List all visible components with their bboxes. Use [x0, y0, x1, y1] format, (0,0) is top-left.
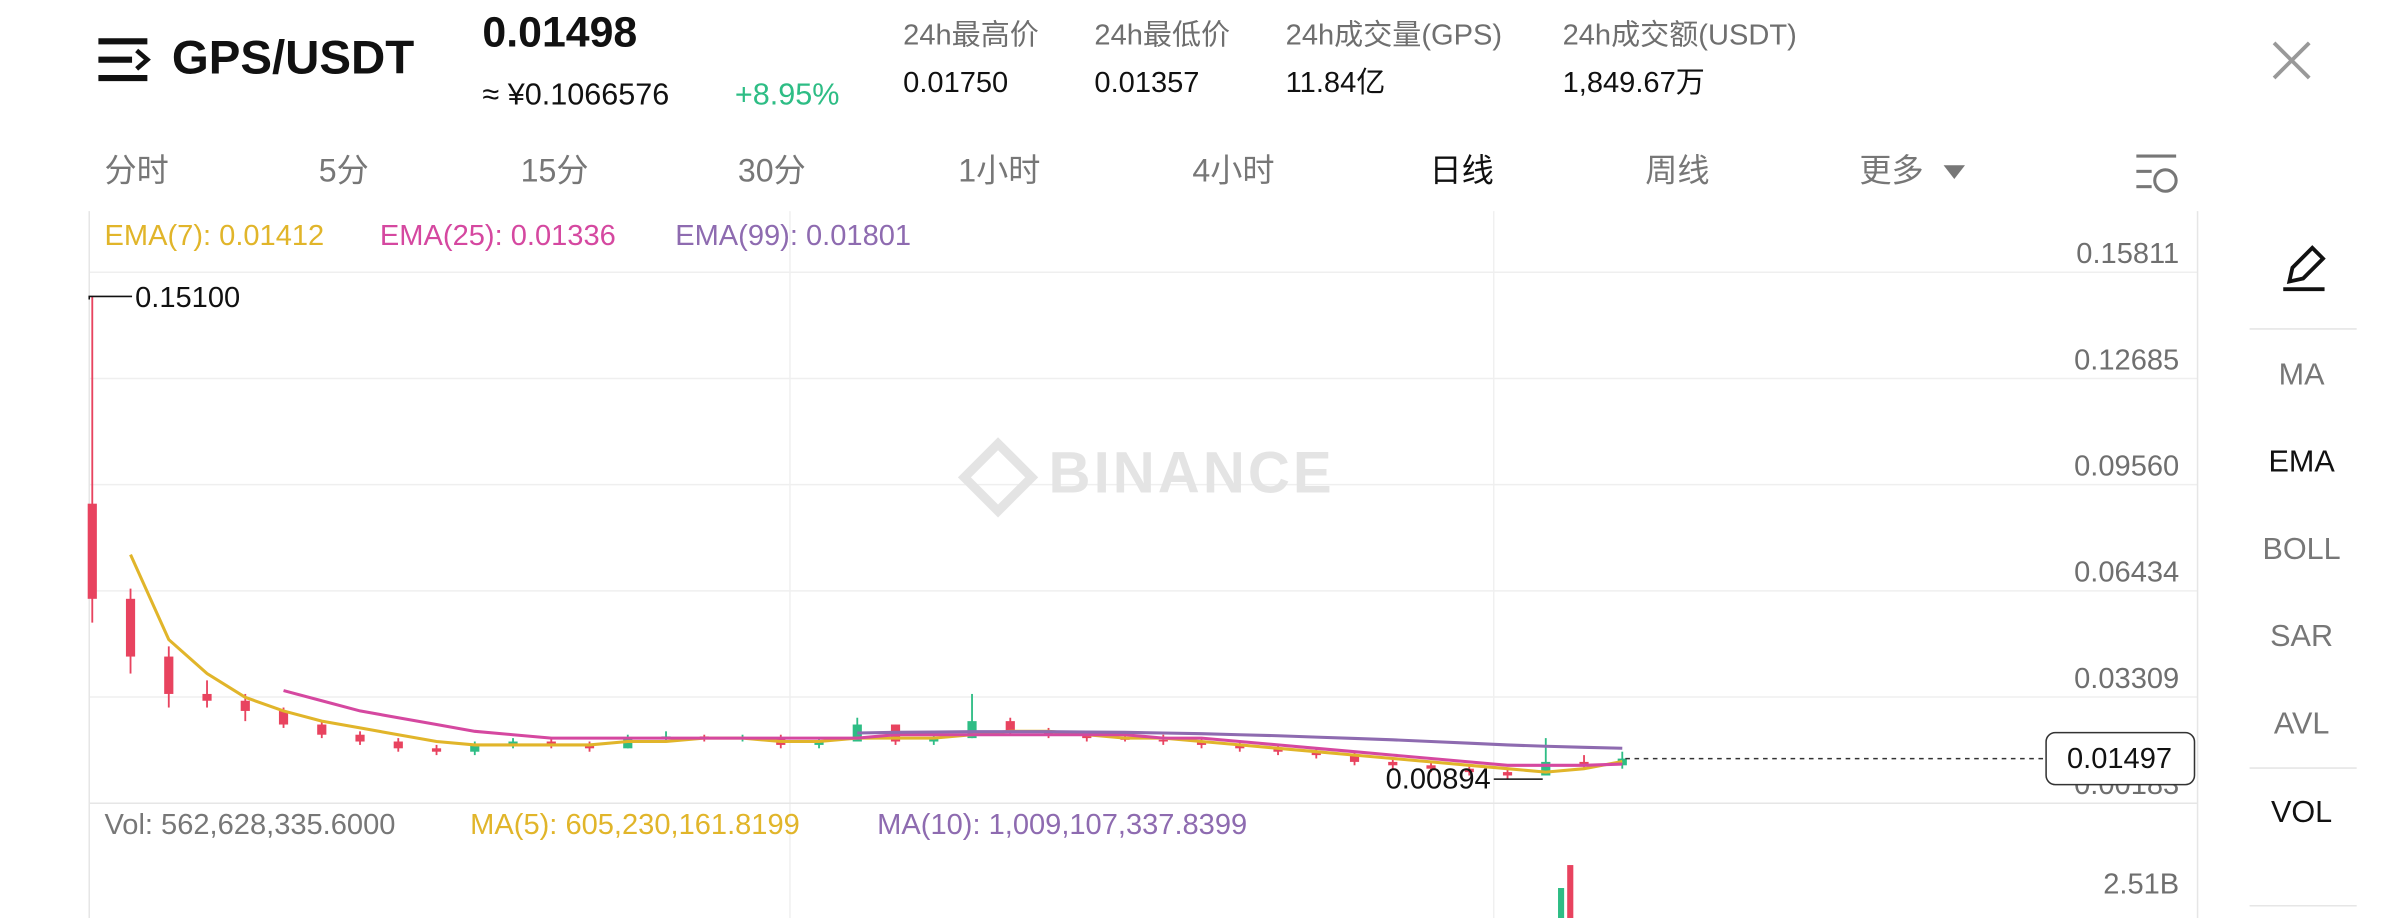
more-arrow [1943, 165, 1965, 180]
stat-value: 0.01357 [1094, 67, 1199, 99]
menu-icon[interactable] [98, 38, 151, 82]
candle-body [1502, 772, 1513, 776]
candle-body [240, 700, 250, 711]
interval-tab[interactable]: 周线 [1645, 152, 1709, 188]
change: +8.95% [735, 77, 840, 111]
candle-body [1158, 739, 1168, 742]
close-line [2272, 41, 2311, 80]
stat-value: 1,849.67万 [1563, 67, 1705, 99]
candle-body [87, 503, 97, 599]
pencil [2286, 245, 2326, 285]
y-tick-label: 0.09560 [2074, 450, 2179, 482]
stat-label: 24h成交额(USDT) [1563, 18, 1797, 51]
interval-tab[interactable]: 分时 [105, 152, 169, 188]
candle-body [1311, 751, 1321, 756]
candle-body [1579, 761, 1589, 766]
candle-body [1541, 761, 1551, 776]
y-tick-label: 0.06434 [2074, 557, 2179, 589]
candle-body [814, 741, 824, 745]
candle-body [202, 693, 212, 701]
cny-price: ≈ ¥0.1066576 [482, 77, 669, 111]
interval-tab[interactable]: 5分 [319, 152, 369, 188]
settings-icon[interactable] [2136, 154, 2178, 193]
ema-line [283, 689, 1623, 767]
candle-body [1082, 734, 1092, 739]
vol-tick-label: 2.51B [2103, 868, 2179, 900]
candle-body [470, 744, 480, 752]
interval-tab[interactable]: 4小时 [1192, 152, 1274, 188]
candle-body [317, 724, 327, 735]
volume-bar [1567, 865, 1574, 918]
indicator-tab[interactable]: AVL [2274, 706, 2330, 740]
candle-body [164, 656, 174, 694]
ema-line [857, 730, 1623, 750]
candle-body [1196, 741, 1207, 745]
icon-gear [2153, 168, 2178, 193]
current-price-label: 0.01497 [2067, 743, 2172, 775]
ema-line [129, 554, 1623, 774]
indicator-tab[interactable]: EMA [2268, 445, 2335, 479]
candle-body [623, 738, 633, 749]
indicator-tab[interactable]: MA [2279, 357, 2325, 391]
candle-body [431, 748, 442, 752]
volume-bar [1558, 888, 1565, 918]
y-tick-label: 0.12685 [2074, 344, 2179, 376]
candle-body [1388, 761, 1398, 766]
low-label: 0.00894 [1386, 763, 1491, 795]
ema-legend: EMA(99): 0.01801 [675, 220, 911, 252]
candle-body [1235, 744, 1245, 749]
interval-tab[interactable]: 更多 [1859, 152, 1923, 188]
candle-body [1426, 765, 1436, 769]
high-label: 0.15100 [135, 282, 240, 314]
candle-body [125, 598, 136, 657]
candle-body [355, 734, 365, 742]
pair[interactable]: GPS/USDT [172, 32, 414, 85]
candle-body [1005, 721, 1015, 732]
stat-label: 24h最高价 [903, 18, 1039, 51]
menu-arrow [135, 48, 151, 71]
interval-tab[interactable]: 30分 [738, 152, 806, 188]
candle-body [1349, 755, 1360, 762]
candle-body [852, 724, 862, 742]
candle-body [546, 741, 556, 745]
high-marker [88, 295, 133, 300]
indicator-tab[interactable]: SAR [2270, 619, 2333, 653]
candle-body [584, 744, 595, 749]
stat-value: 0.01750 [903, 67, 1008, 99]
last-price: 0.01498 [482, 9, 637, 57]
stat-label: 24h最低价 [1094, 18, 1230, 51]
stat-label: 24h成交量(GPS) [1286, 18, 1502, 51]
vol-legend: Vol: 562,628,335.6000 [105, 809, 396, 841]
close-button[interactable] [2272, 41, 2311, 80]
vol-legend: MA(5): 605,230,161.8199 [470, 809, 800, 841]
candle-body [278, 710, 289, 725]
interval-tab[interactable]: 1小时 [958, 152, 1040, 188]
y-tick-label: 0.03309 [2074, 663, 2179, 695]
stat-value: 11.84亿 [1286, 66, 1386, 99]
candle-body [508, 741, 518, 745]
indicator-tab[interactable]: BOLL [2262, 532, 2340, 566]
ema-legend: EMA(25): 0.01336 [380, 220, 616, 252]
watermark: BINANCE [1049, 441, 1335, 506]
candle-body [393, 741, 403, 749]
ema-legend: EMA(7): 0.01412 [105, 220, 325, 252]
candle-body [1273, 748, 1283, 752]
watermark-logo [957, 437, 1039, 518]
interval-tab[interactable]: 日线 [1430, 152, 1494, 188]
pencil-icon[interactable] [2283, 245, 2326, 292]
interval-tab[interactable]: 15分 [521, 152, 589, 188]
vol-legend: MA(10): 1,009,107,337.8399 [877, 809, 1247, 841]
candle-body [1464, 768, 1474, 773]
candle-body [929, 738, 939, 742]
candle-body [967, 721, 977, 739]
y-tick-label: 0.15811 [2076, 238, 2179, 270]
indicator-tab[interactable]: VOL [2271, 795, 2332, 829]
current-price-box [2045, 731, 2196, 786]
